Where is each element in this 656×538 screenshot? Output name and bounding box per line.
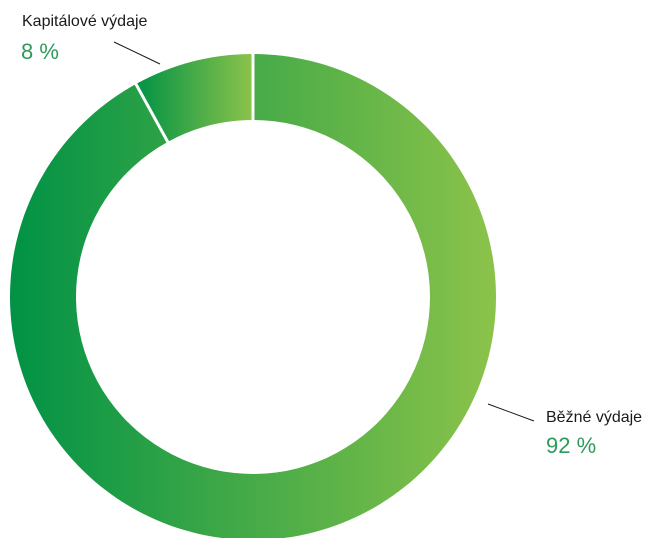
donut-slice-0 — [10, 54, 496, 538]
donut-slices — [10, 54, 496, 538]
slice-label-kapitalove: Kapitálové výdaje — [22, 13, 148, 30]
donut-slice-1 — [135, 54, 253, 142]
slice-separators — [134, 53, 255, 144]
slice-separator-1 — [134, 82, 170, 144]
leader-line-kapitalove — [113, 41, 161, 65]
slice-label-bezne: Běžné výdaje — [546, 409, 642, 426]
leader-line-bezne — [487, 403, 535, 422]
slice-value-kapitalove: 8 % — [21, 39, 59, 64]
slice-value-bezne: 92 % — [546, 433, 596, 458]
